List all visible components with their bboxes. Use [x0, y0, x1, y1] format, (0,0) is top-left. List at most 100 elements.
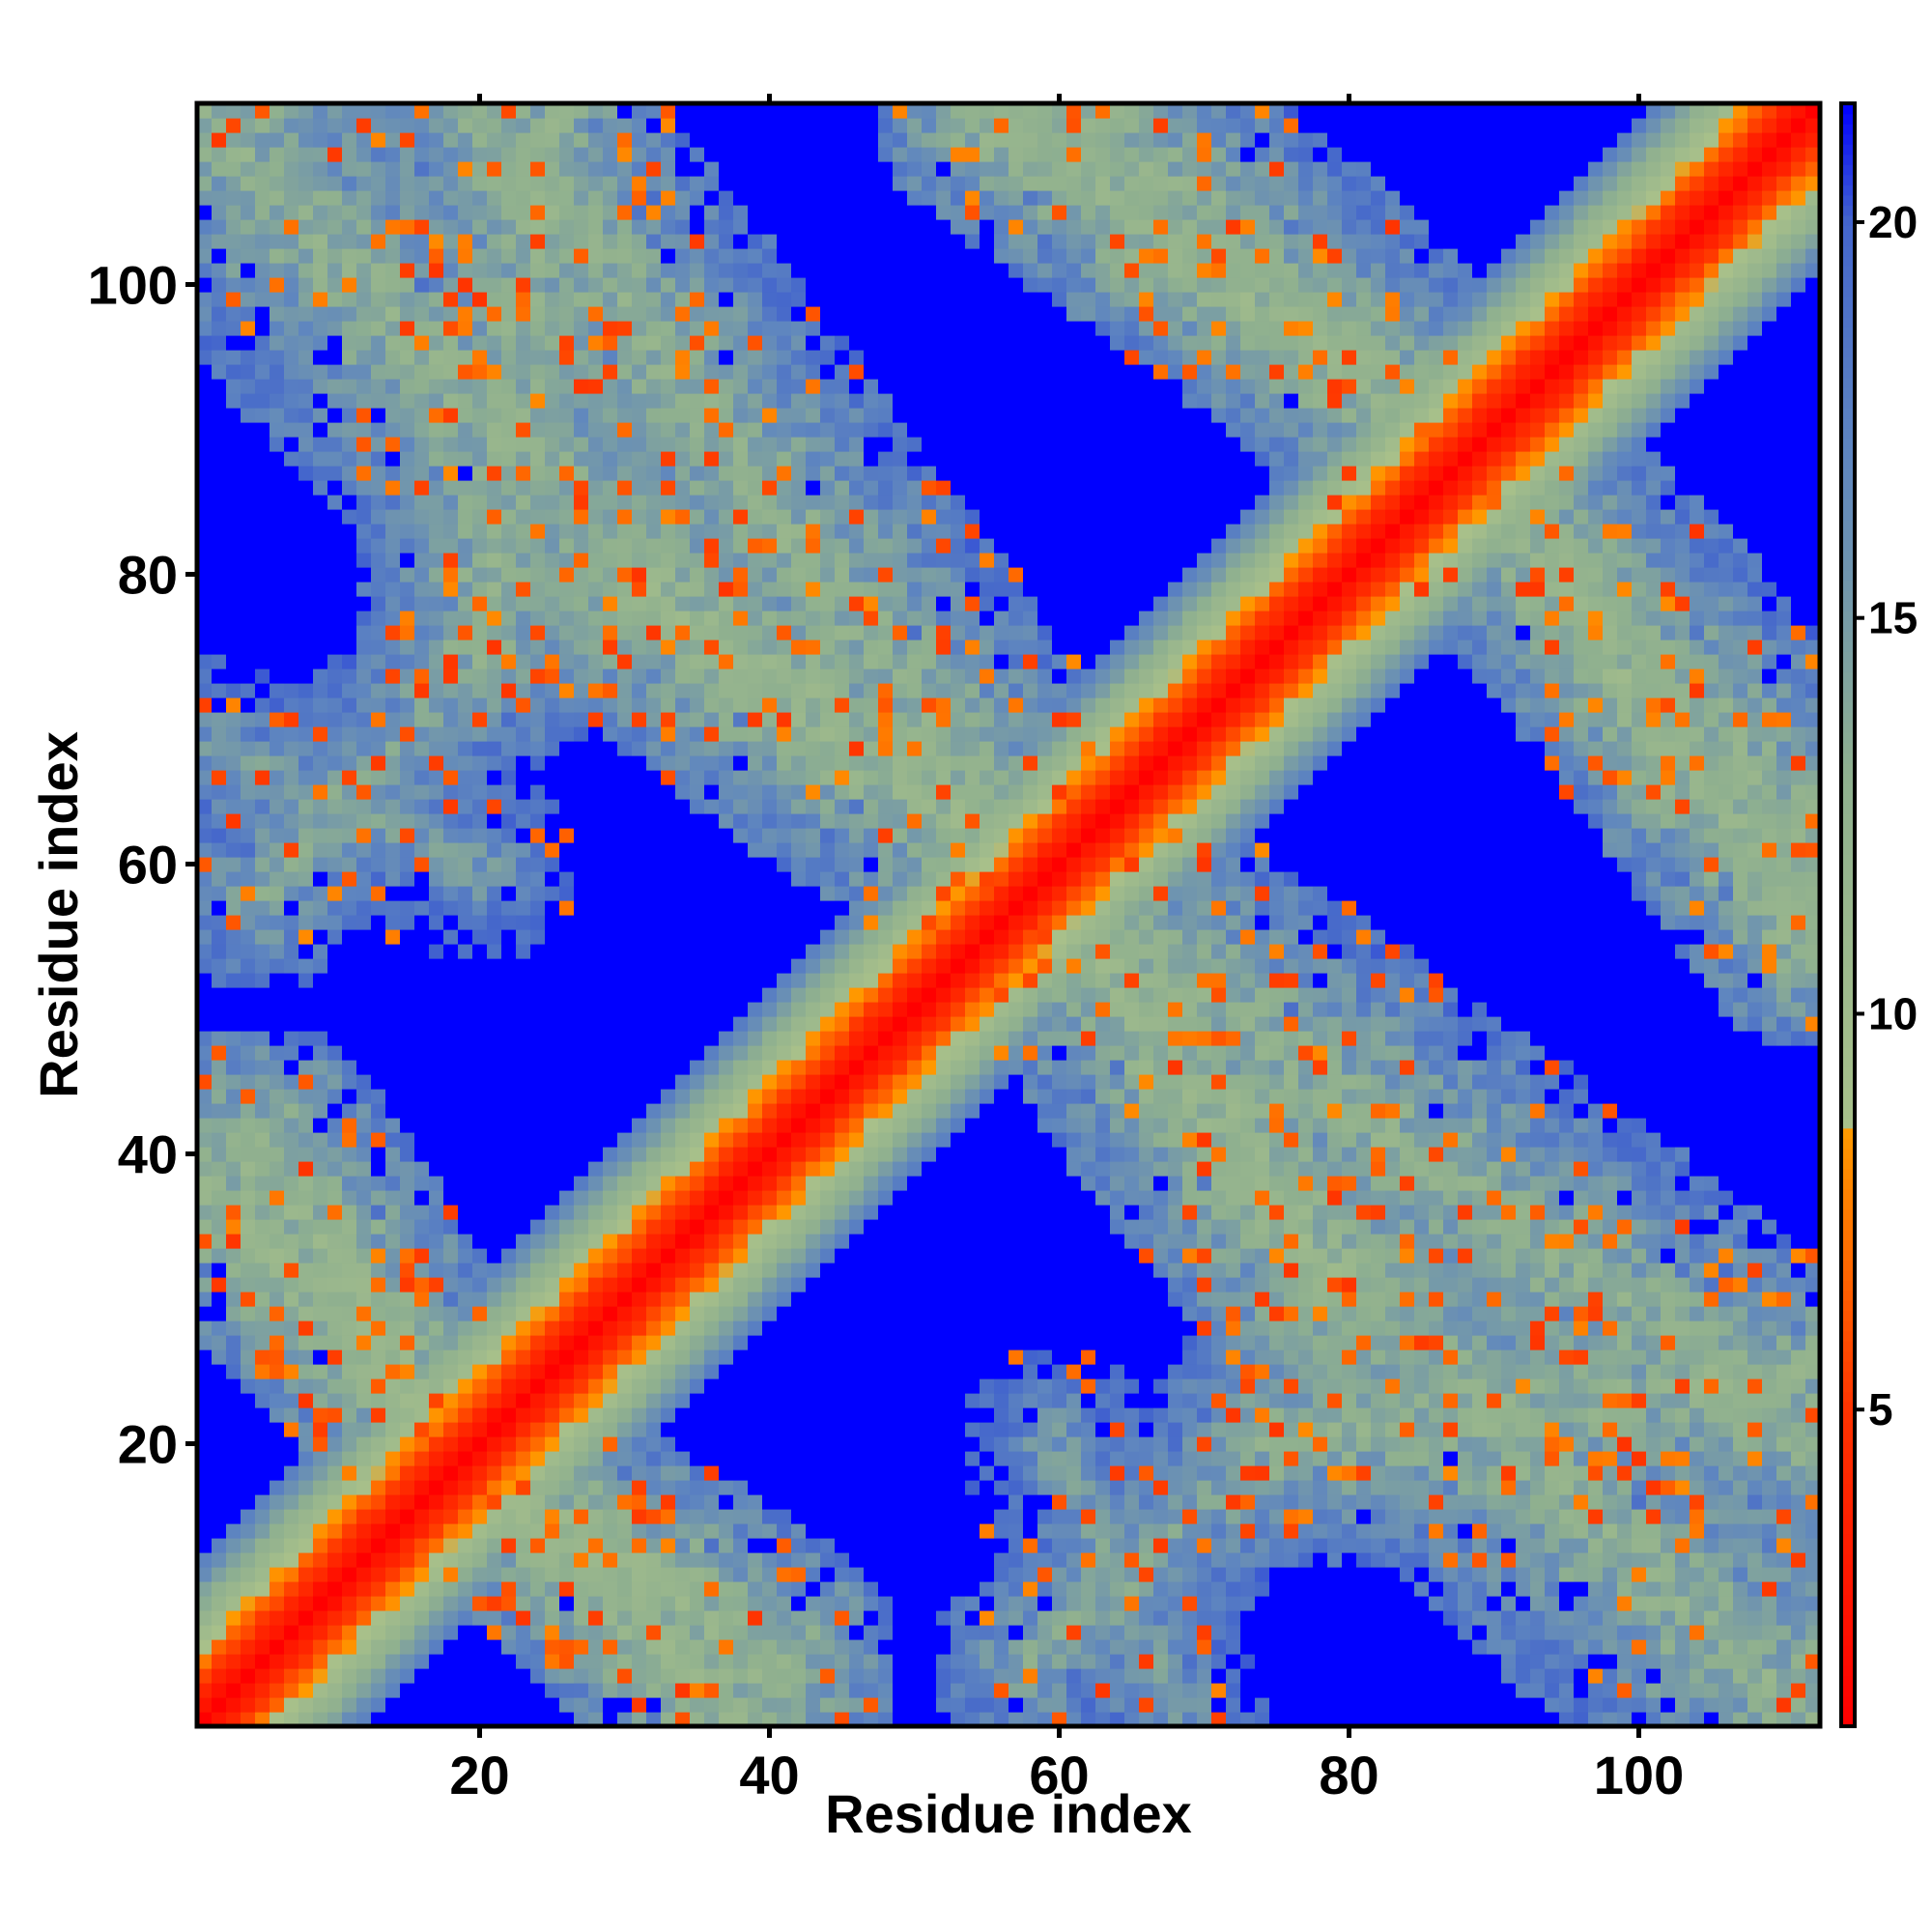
heatmap-cell [530, 495, 546, 510]
heatmap-cell [385, 842, 401, 858]
heatmap-cell [820, 1639, 836, 1655]
heatmap-cell [212, 408, 227, 423]
heatmap-cell [661, 321, 676, 336]
heatmap-cell [284, 668, 299, 684]
heatmap-cell [443, 1538, 459, 1553]
heatmap-cell [327, 1031, 343, 1046]
heatmap-cell [603, 973, 618, 988]
heatmap-cell [733, 1103, 749, 1119]
heatmap-cell [733, 1668, 749, 1684]
heatmap-cell [777, 379, 792, 394]
heatmap-cell [545, 741, 560, 756]
heatmap-cell [603, 582, 618, 597]
heatmap-cell [661, 379, 676, 394]
heatmap-cell [559, 799, 575, 814]
heatmap-cell [371, 480, 386, 496]
heatmap-cell [284, 813, 299, 829]
heatmap-cell [241, 306, 256, 322]
heatmap-cell [313, 1668, 328, 1684]
heatmap-cell [661, 1393, 676, 1408]
heatmap-cell [501, 219, 517, 235]
heatmap-cell [385, 248, 401, 264]
heatmap-cell [835, 1292, 850, 1307]
heatmap-cell [603, 1581, 618, 1597]
heatmap-cell [298, 1002, 314, 1017]
heatmap-cell [617, 958, 633, 974]
heatmap-cell [342, 1234, 357, 1249]
heatmap-cell [588, 857, 604, 872]
heatmap-cell [356, 1465, 372, 1481]
heatmap-cell [458, 944, 473, 959]
heatmap-cell [516, 712, 531, 727]
heatmap-cell [617, 248, 633, 264]
heatmap-cell [371, 929, 386, 945]
heatmap-cell [516, 726, 531, 742]
heatmap-cell [617, 596, 633, 611]
heatmap-cell [458, 306, 473, 322]
heatmap-cell [588, 335, 604, 351]
heatmap-cell [342, 828, 357, 843]
heatmap-cell [458, 596, 473, 611]
heatmap-cell [371, 176, 386, 191]
heatmap-cell [835, 1321, 850, 1336]
heatmap-cell [704, 1654, 720, 1669]
heatmap-cell [646, 219, 662, 235]
heatmap-cell [646, 292, 662, 307]
heatmap-cell [603, 813, 618, 829]
heatmap-cell [443, 553, 459, 568]
heatmap-cell [545, 524, 560, 539]
heatmap-cell [791, 1509, 807, 1524]
heatmap-cell [820, 611, 836, 626]
heatmap-cell [777, 1683, 792, 1698]
heatmap-cell [327, 1089, 343, 1104]
heatmap-cell [762, 929, 778, 945]
heatmap-cell [226, 1161, 242, 1177]
heatmap-cell [719, 813, 734, 829]
heatmap-cell [617, 1364, 633, 1379]
heatmap-cell [429, 973, 444, 988]
heatmap-cell [777, 1277, 792, 1293]
heatmap-cell [530, 1089, 546, 1104]
heatmap-cell [719, 364, 734, 380]
heatmap-cell [487, 277, 502, 293]
heatmap-cell [356, 248, 372, 264]
heatmap-cell [559, 929, 575, 945]
heatmap-cell [733, 929, 749, 945]
heatmap-cell [298, 944, 314, 959]
heatmap-cell [704, 1422, 720, 1437]
heatmap-cell [646, 1625, 662, 1640]
heatmap-cell [284, 1625, 299, 1640]
heatmap-cell [458, 1494, 473, 1510]
heatmap-cell [719, 292, 734, 307]
heatmap-cell [748, 1683, 763, 1698]
heatmap-cell [414, 1045, 430, 1061]
heatmap-cell [501, 1407, 517, 1423]
heatmap-cell [487, 582, 502, 597]
heatmap-cell [704, 1074, 720, 1090]
heatmap-cell [559, 1480, 575, 1495]
heatmap-cell [545, 944, 560, 959]
heatmap-cell [632, 379, 647, 394]
heatmap-cell [327, 1509, 343, 1524]
heatmap-cell [298, 1292, 314, 1307]
heatmap-cell [487, 176, 502, 191]
heatmap-cell [241, 944, 256, 959]
heatmap-cell [545, 1683, 560, 1698]
heatmap-cell [530, 1509, 546, 1524]
heatmap-cell [298, 422, 314, 438]
heatmap-cell [588, 1465, 604, 1481]
heatmap-cell [574, 625, 589, 640]
heatmap-cell [400, 813, 415, 829]
heatmap-cell [255, 190, 270, 206]
heatmap-cell [719, 1596, 734, 1611]
heatmap-cell [559, 1639, 575, 1655]
heatmap-cell [835, 1103, 850, 1119]
heatmap-cell [313, 161, 328, 177]
heatmap-cell [342, 1436, 357, 1452]
heatmap-cell [226, 1523, 242, 1539]
heatmap-cell [298, 219, 314, 235]
heatmap-cell [414, 393, 430, 409]
heatmap-cell [342, 1567, 357, 1582]
heatmap-cell [675, 770, 691, 785]
heatmap-cell [429, 1538, 444, 1553]
